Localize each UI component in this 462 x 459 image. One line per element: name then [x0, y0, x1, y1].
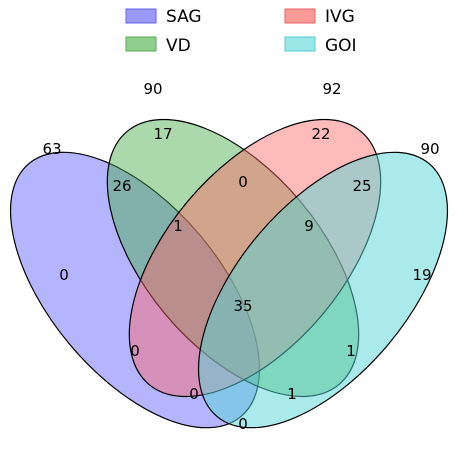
region-vd-goi: 1 [346, 342, 356, 360]
region-sag-vd: 26 [112, 177, 131, 195]
region-sag-vd-goi: 1 [287, 385, 297, 403]
set-total-sag: 63 [42, 140, 61, 158]
ellipse-goi [197, 151, 449, 429]
set-totals: 63 90 92 90 [42, 80, 439, 158]
region-sag-goi: 0 [238, 415, 248, 433]
region-sag-ivg-goi: 0 [189, 385, 199, 403]
legend-label-vd: VD [166, 36, 191, 56]
legend-label-goi: GOI [325, 36, 357, 56]
set-total-goi: 90 [420, 140, 439, 158]
region-goi-only: 19 [412, 266, 431, 284]
region-vd-only: 17 [153, 125, 172, 143]
region-vd-ivg-goi: 9 [304, 217, 314, 235]
legend-swatch-goi [284, 36, 316, 52]
region-sag-only: 0 [59, 266, 69, 284]
legend-label-sag: SAG [166, 7, 202, 27]
region-sag-vd-ivg: 1 [173, 217, 183, 235]
legend-swatch-sag [125, 8, 157, 24]
region-all-four: 35 [233, 297, 252, 315]
legend-swatch-vd [125, 36, 157, 52]
set-total-vd: 90 [143, 80, 162, 98]
legend-label-ivg: IVG [325, 7, 355, 27]
set-ellipses [9, 118, 449, 429]
region-sag-ivg: 0 [130, 342, 140, 360]
region-ivg-goi: 25 [352, 177, 371, 195]
region-ivg-only: 22 [311, 125, 330, 143]
legend-swatch-ivg [284, 8, 316, 24]
region-counts: 17 22 0 26 25 1 9 0 19 35 0 1 0 1 0 [59, 125, 431, 433]
legend: SAG IVG VD GOI [125, 7, 357, 56]
region-vd-ivg: 0 [238, 173, 248, 191]
set-total-ivg: 92 [322, 80, 341, 98]
